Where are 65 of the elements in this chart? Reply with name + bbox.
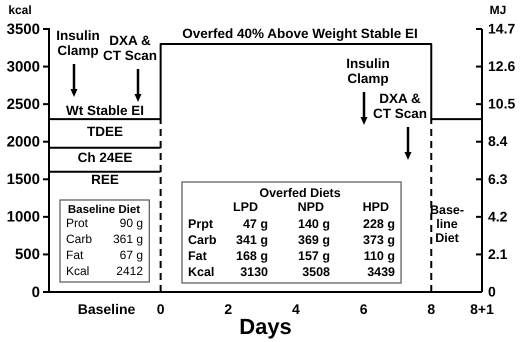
annotation: 3439: [367, 265, 396, 279]
y-tick-label: 1500: [6, 171, 40, 188]
y2-tick-label: 4.2: [488, 208, 508, 224]
annotation: 373 g: [363, 233, 395, 247]
annotation: 361 g: [112, 232, 143, 246]
y2-tick-label: 0: [488, 283, 496, 300]
y-tick-label: 3500: [6, 20, 40, 38]
annotation: LPD: [233, 200, 258, 214]
annotation: Kcal: [188, 265, 214, 279]
x-tick-label: 6: [360, 300, 368, 317]
annotation: DXA & CT Scan: [102, 33, 158, 63]
annotation: Overfed 40% Above Weight Stable EI: [182, 26, 418, 41]
annotation: NPD: [298, 200, 324, 214]
x-tick-label: 0: [156, 300, 165, 317]
annotation: Base- line Diet: [430, 203, 464, 245]
annotation: Baseline Diet: [68, 204, 140, 216]
annotation: TDEE: [86, 124, 124, 139]
annotation: Carb: [66, 232, 92, 246]
annotation: Fat: [188, 249, 208, 263]
annotation: 168 g: [236, 249, 268, 263]
annotation: 47 g: [242, 217, 268, 231]
annotation: Prpt: [188, 217, 214, 231]
y-tick-label: 2500: [6, 96, 40, 113]
x-tick-label: 8+1: [470, 300, 494, 317]
annotation: Ch 24EE: [78, 150, 132, 165]
annotation: 110 g: [364, 249, 395, 263]
annotation: HPD: [362, 200, 389, 214]
annotation: Carb: [188, 233, 217, 247]
annotation: 157 g: [298, 249, 330, 263]
annotation: 90 g: [120, 216, 143, 230]
annotation: 3508: [302, 265, 330, 279]
annotation: REE: [91, 172, 119, 187]
y2-tick-label: 8.4: [488, 133, 508, 150]
y2-tick-label: 12.6: [488, 58, 516, 74]
annotation: 140 g: [298, 217, 330, 231]
x-axis-title: Days: [239, 314, 292, 339]
y2-tick-label: 10.5: [488, 96, 516, 112]
y-tick-label: 2000: [6, 134, 40, 151]
y-tick-label: 3000: [6, 58, 40, 76]
annotation: Insulin Clamp: [56, 28, 100, 58]
annotation: Overfed Diets: [259, 186, 341, 200]
y2-tick-label: 6.3: [488, 170, 508, 187]
y-tick-label: 500: [14, 246, 40, 264]
y-axis-title: kcal: [8, 3, 32, 17]
y2-axis-title: MJ: [490, 3, 506, 17]
annotation: 2412: [116, 264, 144, 278]
annotation: Prot: [66, 216, 89, 230]
x-tick-label: 2: [224, 300, 232, 317]
annotation: 369 g: [298, 233, 330, 247]
y2-tick-label: 14.7: [488, 20, 516, 36]
y-tick-label: 1000: [6, 208, 40, 226]
annotation: Wt Stable EI: [66, 103, 144, 118]
annotation: DXA & CT Scan: [372, 91, 428, 121]
annotation: 341 g: [236, 233, 268, 247]
x-tick-label: 4: [292, 300, 300, 317]
y-tick-label: 0: [32, 284, 40, 301]
y2-tick-label: 2.1: [488, 246, 508, 262]
annotation: Insulin Clamp: [346, 56, 390, 86]
annotation: Kcal: [66, 264, 90, 278]
annotation: 67 g: [120, 248, 143, 262]
x-tick-label: 8: [427, 300, 436, 317]
x-tick-label: Baseline: [78, 300, 136, 317]
annotation: 3130: [240, 265, 268, 279]
annotation: Fat: [66, 248, 84, 262]
annotation: 228 g: [363, 217, 395, 231]
